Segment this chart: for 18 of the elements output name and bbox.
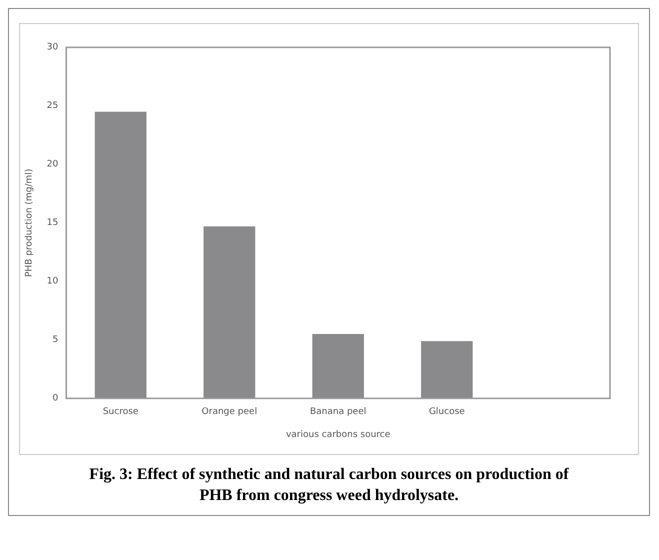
bar [204,226,256,398]
bar [312,334,364,398]
y-tick-label: 5 [52,335,58,346]
y-tick-label: 30 [46,42,59,53]
y-axis-title: PHB production (mg/ml) [24,168,35,278]
bar [94,112,146,398]
caption: Fig. 3: Effect of synthetic and natural carbon sources on production of PHB from congress weed hydrolysate. [88,465,570,506]
x-tick-label: Banana peel [310,407,366,418]
y-tick-label: 15 [46,218,58,228]
x-tick-label: Sucrose [102,407,139,418]
y-tick-label: 10 [46,276,59,287]
x-tick-label: Orange peel [202,407,258,418]
bar [421,341,473,398]
y-tick-label: 25 [46,101,58,112]
y-tick-label: 0 [52,394,59,404]
y-tick-label: 20 [46,160,59,170]
x-tick-label: Glucose [428,407,466,418]
x-axis-title: various carbons source [286,430,391,440]
